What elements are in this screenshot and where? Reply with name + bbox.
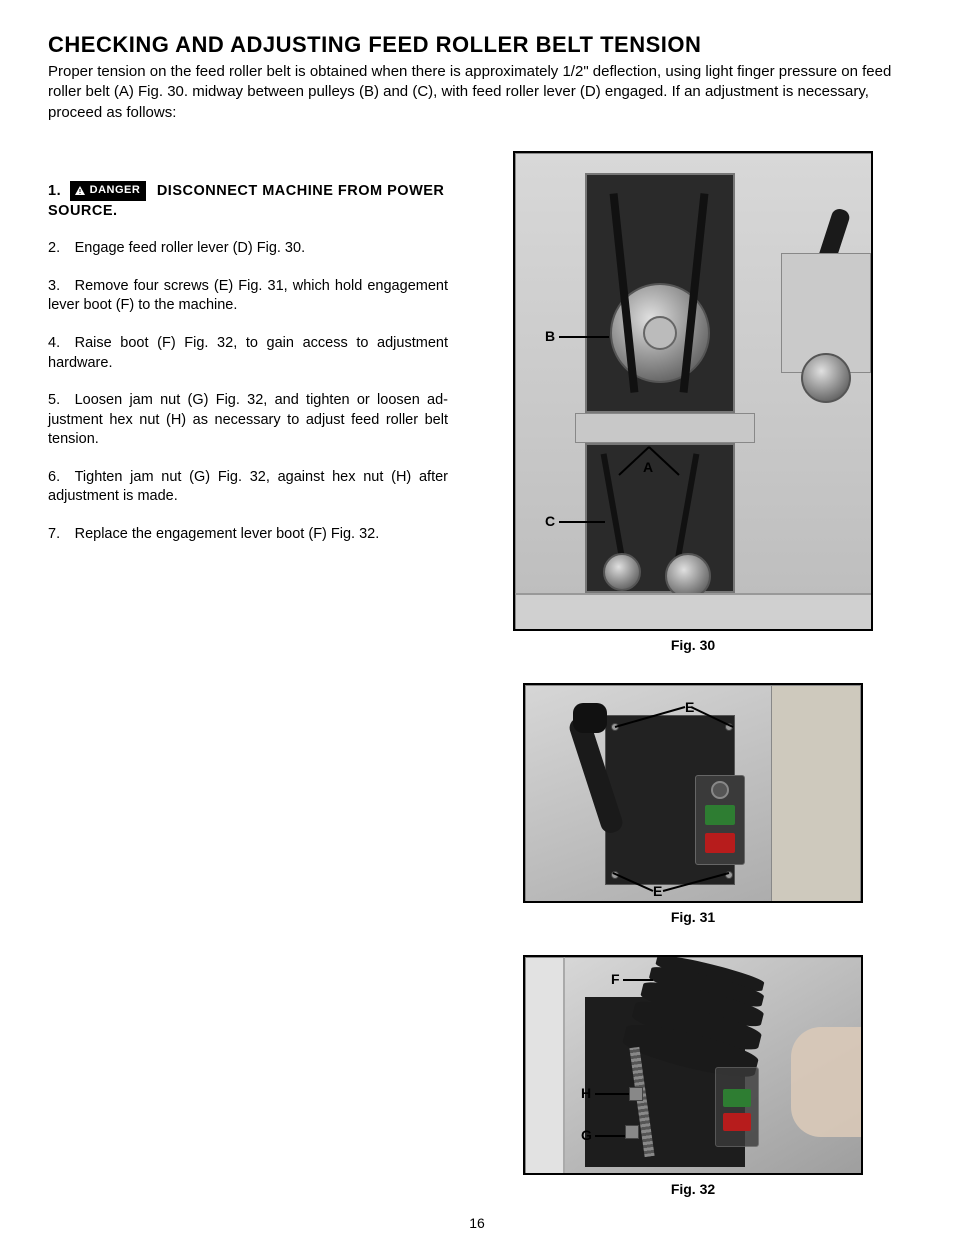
step-1: 1. DANGER DISCONNECT MACHINE FROM POWER … xyxy=(48,181,448,222)
figure-31-image: E E xyxy=(523,683,863,903)
steps-column: 1. DANGER DISCONNECT MACHINE FROM POWER … xyxy=(48,151,448,563)
manual-page: CHECKING AND ADJUSTING FEED ROLLER BELT … xyxy=(0,0,954,1251)
section-title: CHECKING AND ADJUSTING FEED ROLLER BELT … xyxy=(48,32,906,58)
figure-30-caption: Fig. 30 xyxy=(513,637,873,653)
danger-label: DANGER xyxy=(90,183,141,198)
callout-f: F xyxy=(611,971,620,987)
figure-32-image: F H G xyxy=(523,955,863,1175)
step-6: 6. Tighten jam nut (G) Fig. 32, against … xyxy=(48,468,448,507)
callout-h-label: H xyxy=(581,1085,591,1101)
step-3: 3. Remove four screws (E) Fig. 31, which… xyxy=(48,277,448,316)
callout-g-label: G xyxy=(581,1127,592,1143)
figure-31-caption: Fig. 31 xyxy=(523,909,863,925)
figure-32: F H G Fig. 32 xyxy=(523,955,863,1219)
callout-a: A xyxy=(643,459,653,475)
callout-b-label: B xyxy=(545,328,555,344)
figures-column: B A C xyxy=(480,151,906,1227)
step-1-number: 1. xyxy=(48,183,61,199)
callout-h: H xyxy=(581,1085,591,1101)
step-7: 7. Replace the engagement lever boot (F)… xyxy=(48,525,448,545)
callout-c-label: C xyxy=(545,513,555,529)
two-column-layout: 1. DANGER DISCONNECT MACHINE FROM POWER … xyxy=(48,151,906,1227)
callout-e-bottom: E xyxy=(653,883,662,899)
step-5: 5. Loosen jam nut (G) Fig. 32, and tight… xyxy=(48,391,448,450)
figure-31: E E Fig. 31 xyxy=(523,683,863,947)
callout-f-label: F xyxy=(611,971,620,987)
step-2: 2. Engage feed roller lever (D) Fig. 30. xyxy=(48,239,448,259)
callout-c: C xyxy=(545,513,555,529)
warning-triangle-icon xyxy=(74,185,86,197)
callout-e-top: E xyxy=(685,699,694,715)
intro-paragraph: Proper tension on the feed roller belt i… xyxy=(48,62,906,123)
figure-32-caption: Fig. 32 xyxy=(523,1181,863,1197)
callout-g: G xyxy=(581,1127,592,1143)
step-4: 4. Raise boot (F) Fig. 32, to gain acces… xyxy=(48,334,448,373)
danger-badge: DANGER xyxy=(70,181,147,200)
callout-b: B xyxy=(545,328,555,344)
page-number: 16 xyxy=(0,1215,954,1231)
figure-30: B A C xyxy=(513,151,873,675)
figure-30-image: B A C xyxy=(513,151,873,631)
